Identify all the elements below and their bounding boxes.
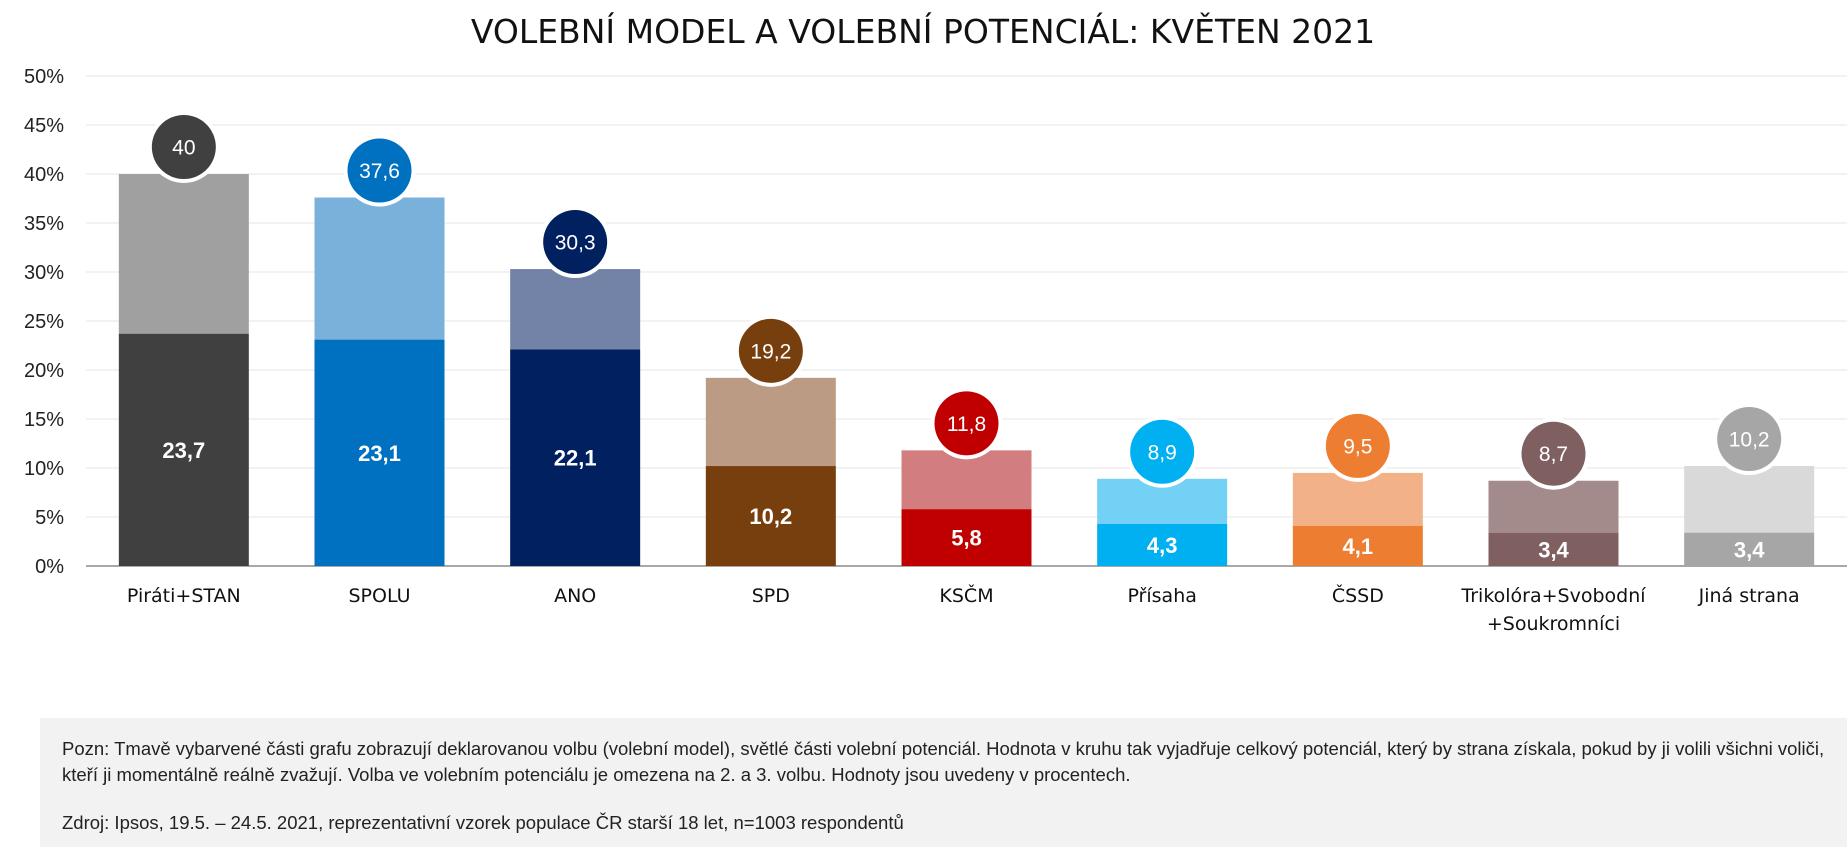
potential-bubble [934,391,999,456]
y-tick-label: 10% [24,458,64,480]
model-bar [1292,525,1423,566]
potential-value-label: 10,2 [1729,429,1770,452]
potential-bubble [543,210,608,275]
model-bar [314,339,445,566]
potential-value-label: 30,3 [555,232,596,255]
x-tick-label: +Soukromníci [1487,613,1620,635]
y-axis: 0% 5% 10% 15% 20% 25% 30% 35% 40% 45% 50% [24,66,64,578]
model-value-label: 23,1 [358,441,401,466]
potential-bubble [1717,407,1782,472]
y-tick-label: 50% [24,66,64,88]
note-text: Pozn: Tmavě vybarvené části grafu zobraz… [62,738,1825,785]
y-tick-label: 0% [35,556,64,578]
potential-bar [705,377,836,467]
model-bar [1097,523,1228,566]
model-value-label: 22,1 [554,446,597,471]
x-tick-label: SPD [752,585,790,607]
x-tick-label: Jiná strana [1698,585,1800,607]
chart: VOLEBNÍ MODEL A VOLEBNÍ POTENCIÁL: KVĚTE… [24,11,1847,635]
y-tick-label: 20% [24,360,64,382]
model-value-label: 4,1 [1343,534,1374,559]
y-tick-label: 30% [24,262,64,284]
potential-bubble [1521,421,1586,486]
potential-bar [314,197,445,340]
potential-value-label: 8,9 [1148,441,1177,464]
potential-value-label: 19,2 [750,340,791,363]
y-tick-label: 35% [24,213,64,235]
potential-bar [1684,466,1815,533]
y-tick-label: 25% [24,311,64,333]
x-tick-label: ČSSD [1332,583,1384,607]
x-tick-label: Trikolóra+Svobodní [1460,585,1646,607]
model-bar [510,349,641,566]
y-tick-label: 15% [24,409,64,431]
model-value-label: 3,4 [1538,537,1569,562]
potential-bubble [738,318,803,383]
potential-value-label: 8,7 [1539,443,1568,466]
potential-value-label: 37,6 [359,160,400,183]
potential-bar [510,269,641,350]
model-value-label: 5,8 [951,526,982,551]
y-tick-label: 45% [24,115,64,137]
model-bar [1488,532,1619,566]
potential-value-label: 40 [172,137,195,160]
potential-bubble [151,115,216,179]
note-box: Pozn: Tmavě vybarvené části grafu zobraz… [40,718,1847,847]
model-bar [1684,532,1815,566]
potential-bubble [1325,413,1390,478]
y-tick-label: 40% [24,164,64,186]
x-tick-label: SPOLU [348,585,410,607]
model-bar [705,466,836,566]
source-text: Zdroj: Ipsos, 19.5. – 24.5. 2021, reprez… [62,812,904,833]
model-bar [901,509,1032,566]
model-bar [118,333,249,566]
potential-value-label: 11,8 [947,413,986,436]
potential-bar [901,450,1032,510]
x-tick-label: Přísaha [1127,585,1196,607]
model-value-label: 3,4 [1734,537,1765,562]
potential-value-label: 9,5 [1343,435,1372,458]
model-value-label: 23,7 [162,438,205,463]
x-tick-label: Piráti+STAN [127,585,241,607]
chart-title: VOLEBNÍ MODEL A VOLEBNÍ POTENCIÁL: KVĚTE… [471,11,1375,51]
bars: 23,7 40 23,1 37,6 22,1 30,3 10,2 19,2 5,8 11,8 4,3… [118,111,1815,566]
potential-bar [118,174,249,334]
y-tick-label: 5% [35,507,64,529]
potential-bubble [1130,419,1195,484]
model-value-label: 4,3 [1147,533,1178,558]
x-axis: Piráti+STAN SPOLU ANO SPD KSČM Přísaha ČSSD Tri… [127,583,1800,635]
model-value-label: 10,2 [749,504,792,529]
x-tick-label: KSČM [939,583,993,607]
potential-bubble [347,138,412,203]
x-tick-label: ANO [554,585,596,607]
